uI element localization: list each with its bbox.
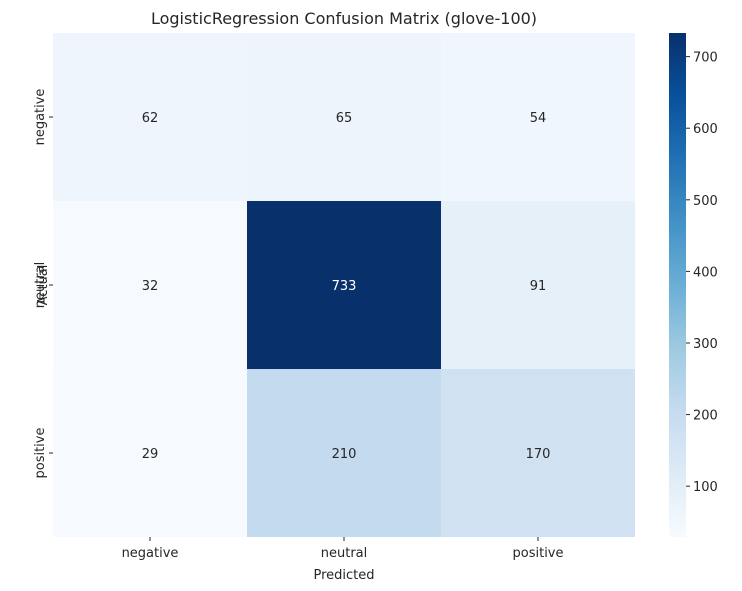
cell-value-label: 54 bbox=[530, 111, 547, 126]
x-tick-label: neutral bbox=[321, 546, 368, 561]
cell-value-label: 62 bbox=[142, 111, 159, 126]
colorbar-tick-label: 200 bbox=[693, 409, 718, 424]
x-axis-ticks: negative neutral positive bbox=[122, 537, 564, 561]
cell-value-label: 65 bbox=[336, 111, 353, 126]
heatmap-cell bbox=[53, 33, 247, 201]
cell-value-label: 170 bbox=[526, 447, 551, 462]
y-tick-label: negative bbox=[33, 89, 48, 146]
colorbar-tick-label: 400 bbox=[693, 265, 718, 280]
heatmap-cell bbox=[441, 33, 635, 201]
y-axis-ticks: negative neutral positive bbox=[33, 89, 53, 479]
cell-value-label: 91 bbox=[530, 279, 547, 294]
colorbar-tick-label: 700 bbox=[693, 51, 718, 66]
cell-value-label: 733 bbox=[332, 279, 357, 294]
y-axis-label: Actual bbox=[36, 265, 51, 306]
cell-value-label: 32 bbox=[142, 279, 159, 294]
colorbar-tick-label: 600 bbox=[693, 122, 718, 137]
heatmap-cells bbox=[53, 33, 635, 537]
heatmap-cell bbox=[441, 201, 635, 369]
x-tick-label: negative bbox=[122, 546, 179, 561]
heatmap-cell bbox=[53, 369, 247, 537]
colorbar-tick-label: 100 bbox=[693, 480, 718, 495]
y-tick-label: neutral bbox=[33, 262, 48, 309]
x-tick-label: positive bbox=[513, 546, 564, 561]
x-axis-label: Predicted bbox=[313, 568, 374, 583]
cell-value-label: 29 bbox=[142, 447, 159, 462]
heatmap-cell bbox=[53, 201, 247, 369]
heatmap-cell bbox=[441, 369, 635, 537]
cell-value-label: 210 bbox=[332, 447, 357, 462]
heatmap-cell bbox=[247, 369, 441, 537]
colorbar-tick-label: 500 bbox=[693, 194, 718, 209]
colorbar-ticks: 100 200 300 400 500 600 700 bbox=[686, 51, 718, 495]
heatmap-cell-labels: 62 65 54 32 733 91 29 210 170 bbox=[142, 111, 551, 462]
colorbar-tick-label: 300 bbox=[693, 337, 718, 352]
heatmap-cell bbox=[247, 33, 441, 201]
colorbar bbox=[669, 33, 686, 537]
y-tick-label: positive bbox=[33, 428, 48, 479]
heatmap-cell bbox=[247, 201, 441, 369]
chart-title: LogisticRegression Confusion Matrix (glo… bbox=[151, 9, 537, 28]
